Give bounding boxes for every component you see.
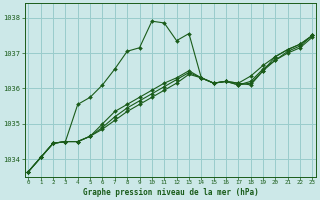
X-axis label: Graphe pression niveau de la mer (hPa): Graphe pression niveau de la mer (hPa) <box>83 188 258 197</box>
